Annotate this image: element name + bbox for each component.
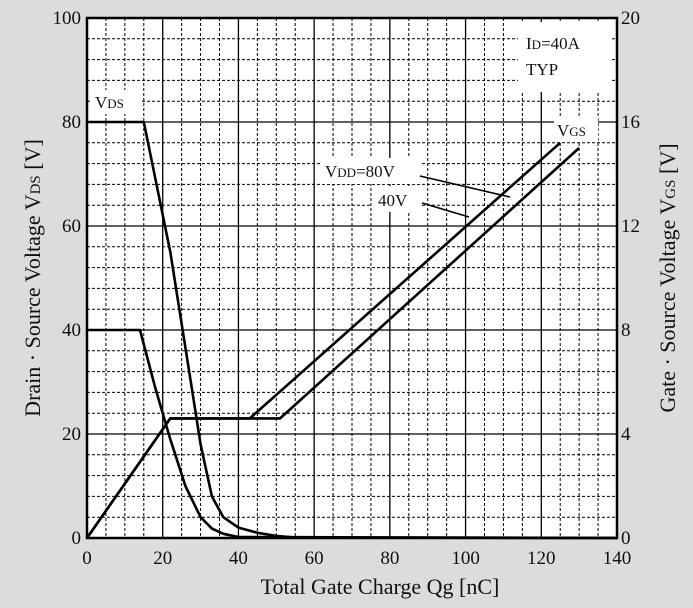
id-condition-label: ID=40A bbox=[526, 34, 581, 53]
y-left-tick-label: 0 bbox=[72, 528, 82, 549]
svg-text:VGS: VGS bbox=[557, 121, 586, 140]
y-left-tick-label: 80 bbox=[62, 112, 81, 133]
vdd-80v-label: VDD=80V bbox=[322, 158, 420, 184]
vdd-80v-pointer bbox=[419, 175, 511, 198]
x-axis-title: Total Gate Charge Qg [nC] bbox=[261, 574, 500, 599]
y-left-tick-label: 60 bbox=[62, 216, 81, 237]
vgs-label: VGS bbox=[554, 118, 598, 142]
x-tick-labels: 0 20 40 60 80 100 120 140 bbox=[82, 548, 631, 569]
vds-label: VDS bbox=[92, 90, 140, 114]
x-tick-label: 0 bbox=[82, 548, 92, 569]
y-left-axis-title: Drain · Source Voltage VDS [V] bbox=[20, 139, 45, 417]
x-tick-label: 80 bbox=[380, 548, 399, 569]
y-right-tick-label: 20 bbox=[621, 8, 640, 29]
typ-label: TYP bbox=[526, 60, 558, 79]
y-right-tick-label: 8 bbox=[621, 320, 631, 341]
x-tick-label: 60 bbox=[305, 548, 324, 569]
vds-40v-curve bbox=[87, 328, 618, 540]
y-right-tick-label: 16 bbox=[621, 112, 640, 133]
y-right-tick-labels: 0 4 8 12 16 20 bbox=[621, 8, 640, 549]
vdd-40v-pointer bbox=[421, 202, 470, 218]
series-lines bbox=[85, 120, 618, 540]
condition-box: ID=40A TYP bbox=[518, 22, 612, 92]
y-right-tick-label: 12 bbox=[621, 216, 640, 237]
x-tick-label: 140 bbox=[603, 548, 632, 569]
y-left-tick-label: 40 bbox=[62, 320, 81, 341]
x-tick-label: 100 bbox=[451, 548, 480, 569]
x-tick-label: 40 bbox=[229, 548, 248, 569]
vdd-40v-label: 40V bbox=[372, 186, 420, 212]
svg-text:VDS: VDS bbox=[95, 93, 124, 112]
svg-text:VDD=80V: VDD=80V bbox=[325, 162, 396, 181]
vgs-40v-curve bbox=[85, 147, 580, 539]
y-left-tick-labels: 0 20 40 60 80 100 bbox=[53, 8, 82, 549]
x-tick-label: 120 bbox=[527, 548, 556, 569]
y-left-tick-label: 20 bbox=[62, 424, 81, 445]
x-tick-label: 20 bbox=[153, 548, 172, 569]
y-right-tick-label: 0 bbox=[621, 528, 631, 549]
y-right-tick-label: 4 bbox=[621, 424, 631, 445]
y-right-axis-title: Gate · Source Voltage VGS [V] bbox=[655, 143, 680, 412]
y-left-tick-label: 100 bbox=[53, 8, 82, 29]
svg-text:40V: 40V bbox=[378, 191, 408, 210]
